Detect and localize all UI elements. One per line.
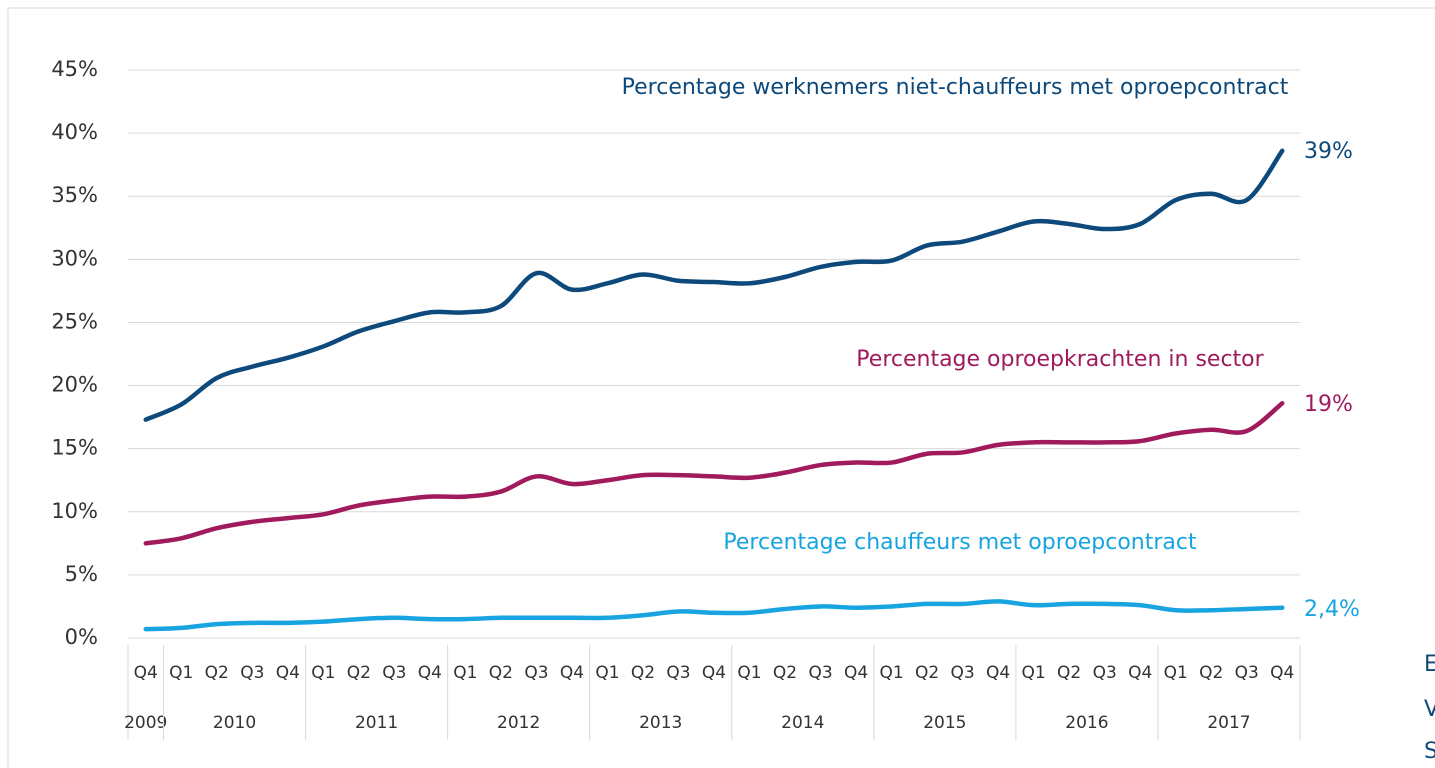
x-tick-label: Q1 (311, 663, 335, 683)
x-tick-label: Q3 (382, 663, 406, 683)
x-tick-label: Q2 (347, 663, 371, 683)
y-tick-label: 10% (51, 499, 98, 523)
x-tick-label: Q3 (1235, 663, 1259, 683)
side-note: V (1424, 697, 1435, 722)
x-tick-label: Q3 (666, 663, 690, 683)
y-tick-label: 35% (51, 183, 98, 207)
y-tick-label: 45% (51, 57, 98, 81)
series-name: Percentage werknemers niet-chauffeurs me… (622, 75, 1289, 100)
x-tick-label: Q4 (1270, 663, 1294, 683)
year-label: 2009 (124, 713, 167, 733)
series-line (143, 400, 1285, 546)
y-tick-label: 25% (51, 309, 98, 333)
x-tick-label: Q2 (489, 663, 513, 683)
chart-frame (7, 7, 1435, 768)
x-tick-label: Q3 (1093, 663, 1117, 683)
y-tick-label: 5% (65, 562, 98, 586)
year-label: 2017 (1207, 713, 1250, 733)
x-tick-label: Q1 (737, 663, 761, 683)
side-note: E (1424, 652, 1435, 677)
y-tick-label: 30% (51, 246, 98, 270)
x-tick-label: Q2 (1199, 663, 1223, 683)
series-line (143, 599, 1285, 632)
x-tick-label: Q3 (808, 663, 832, 683)
x-tick-label: Q4 (844, 663, 868, 683)
y-tick-label: 0% (65, 625, 98, 649)
end-label: 19% (1304, 392, 1353, 417)
x-tick-label: Q2 (631, 663, 655, 683)
x-tick-label: Q1 (1164, 663, 1188, 683)
x-tick-label: Q4 (134, 663, 158, 683)
series-name: Percentage oproepkrachten in sector (856, 347, 1264, 372)
year-label: 2016 (1065, 713, 1108, 733)
x-tick-label: Q4 (1128, 663, 1152, 683)
x-tick-label: Q1 (595, 663, 619, 683)
x-tick-label: Q4 (276, 663, 300, 683)
year-label: 2015 (923, 713, 966, 733)
end-label: 2,4% (1304, 597, 1360, 622)
side-note: S (1424, 739, 1435, 764)
x-tick-label: Q4 (702, 663, 726, 683)
year-label: 2011 (355, 713, 398, 733)
series-name: Percentage chauffeurs met oproepcontract (723, 530, 1197, 555)
year-label: 2014 (781, 713, 824, 733)
year-label: 2010 (213, 713, 256, 733)
x-tick-label: Q4 (560, 663, 584, 683)
x-tick-label: Q4 (418, 663, 442, 683)
y-tick-label: 40% (51, 120, 98, 144)
x-tick-label: Q1 (1022, 663, 1046, 683)
x-tick-label: Q2 (205, 663, 229, 683)
x-tick-label: Q4 (986, 663, 1010, 683)
x-tick-label: Q3 (240, 663, 264, 683)
x-tick-label: Q3 (951, 663, 975, 683)
year-label: 2012 (497, 713, 540, 733)
y-tick-label: 15% (51, 436, 98, 460)
x-tick-label: Q2 (773, 663, 797, 683)
year-label: 2013 (639, 713, 682, 733)
y-tick-label: 20% (51, 373, 98, 397)
x-tick-label: Q1 (879, 663, 903, 683)
x-tick-label: Q2 (1057, 663, 1081, 683)
x-tick-label: Q2 (915, 663, 939, 683)
end-label: 39% (1304, 139, 1353, 164)
x-tick-label: Q3 (524, 663, 548, 683)
x-tick-label: Q1 (169, 663, 193, 683)
x-tick-label: Q1 (453, 663, 477, 683)
series-line (143, 148, 1285, 422)
